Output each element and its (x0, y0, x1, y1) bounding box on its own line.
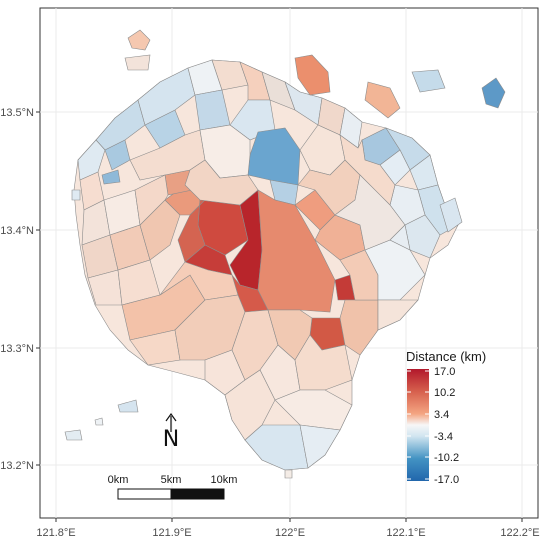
island-ne[interactable] (364, 81, 401, 119)
y-tick-label: 13.5°N (0, 107, 34, 119)
legend-colorbar (407, 369, 429, 481)
district-s-2[interactable] (159, 261, 239, 301)
scale-segment-white (117, 488, 172, 500)
legend-label: -3.4 (434, 431, 453, 443)
legend-title: Distance (km) (406, 349, 486, 364)
island-far-ne[interactable] (481, 77, 506, 109)
island-n-top[interactable] (127, 29, 151, 51)
island-ne-blue[interactable] (411, 69, 446, 93)
island-e[interactable] (439, 197, 463, 233)
x-tick-label: 122°E (275, 527, 305, 539)
y-tick-label: 13.4°N (0, 225, 34, 237)
district-s-13[interactable] (224, 369, 276, 441)
legend-label: 17.0 (434, 366, 455, 378)
x-tick-label: 121.9°E (152, 527, 191, 539)
x-tick-label: 121.8°E (36, 527, 75, 539)
scale-segment-black (170, 488, 225, 500)
x-axis: 121.8°E 121.9°E 122°E 122.1°E 122.2°E (36, 518, 540, 539)
legend-label: -10.2 (434, 452, 459, 464)
island-n-small[interactable] (124, 54, 151, 71)
island-sw-1[interactable] (117, 399, 139, 413)
district-s-12[interactable] (299, 424, 341, 469)
island-s-tiny[interactable] (284, 469, 293, 479)
y-axis: 13.5°N 13.4°N 13.3°N 13.2°N (0, 107, 40, 472)
legend-label: -17.0 (434, 474, 459, 486)
legend-label: 3.4 (434, 409, 449, 421)
island-w-1[interactable] (71, 189, 81, 201)
scale-label-10: 10km (211, 474, 238, 486)
island-nne[interactable] (294, 54, 331, 96)
district-nw-4[interactable] (101, 169, 121, 185)
y-tick-label: 13.2°N (0, 460, 34, 472)
island-sw-2[interactable] (64, 429, 83, 441)
district-nc-8[interactable] (389, 224, 411, 251)
y-tick-label: 13.3°N (0, 343, 34, 355)
north-arrow-label: N (163, 427, 179, 452)
island-polygons (64, 29, 506, 479)
scale-bar: 0km 5km 10km (108, 474, 238, 500)
island-sw-3[interactable] (94, 417, 104, 426)
district-nc-3[interactable] (184, 159, 259, 206)
district-nc-9[interactable] (134, 174, 169, 226)
x-tick-label: 122.1°E (386, 527, 425, 539)
scale-label-0: 0km (108, 474, 129, 486)
district-nc-6[interactable] (339, 134, 396, 206)
district-se-4[interactable] (377, 299, 419, 331)
legend-label: 10.2 (434, 387, 455, 399)
district-orange-big[interactable] (257, 189, 336, 313)
north-arrow: N (163, 412, 179, 452)
scale-label-5: 5km (161, 474, 182, 486)
legend: Distance (km) 17.0 10.2 3.4 -3.4 -10.2 -… (406, 349, 486, 486)
district-nw-3[interactable] (77, 139, 106, 181)
x-tick-label: 122.2°E (500, 527, 539, 539)
